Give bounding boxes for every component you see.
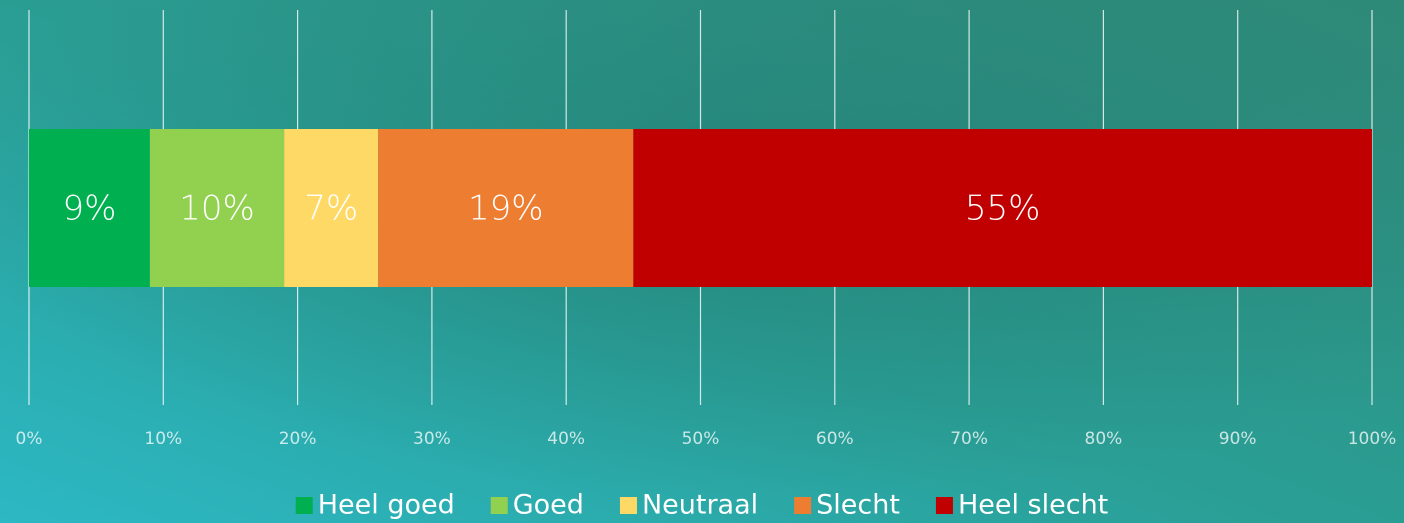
x-tick-label: 0% bbox=[16, 429, 43, 449]
x-tick-label: 50% bbox=[682, 429, 720, 449]
legend-label: Heel goed bbox=[318, 490, 455, 521]
x-tick-label: 30% bbox=[413, 429, 451, 449]
x-tick-label: 100% bbox=[1348, 429, 1397, 449]
data-label: 55% bbox=[965, 189, 1041, 229]
x-tick-label: 70% bbox=[950, 429, 988, 449]
data-label: 19% bbox=[468, 189, 544, 229]
legend-label: Heel slecht bbox=[958, 490, 1108, 521]
legend-label: Goed bbox=[513, 490, 584, 521]
chart: 0% 10% 20% 30% 40% 50% 60% 70% 80% 90% 100% 9% 10% 7%… bbox=[0, 0, 1404, 523]
legend-swatch bbox=[936, 497, 953, 514]
legend-label: Slecht bbox=[816, 490, 900, 521]
data-label: 10% bbox=[179, 189, 255, 229]
legend-swatch bbox=[620, 497, 637, 514]
legend-label: Neutraal bbox=[642, 490, 758, 521]
x-tick-label: 90% bbox=[1219, 429, 1257, 449]
data-label: 9% bbox=[62, 189, 116, 229]
legend-swatch bbox=[794, 497, 811, 514]
x-tick-label: 80% bbox=[1085, 429, 1123, 449]
x-tick-label: 20% bbox=[279, 429, 317, 449]
legend-swatch bbox=[491, 497, 508, 514]
legend-swatch bbox=[296, 497, 313, 514]
data-label: 7% bbox=[304, 189, 358, 229]
x-tick-label: 40% bbox=[547, 429, 585, 449]
page: 0% 10% 20% 30% 40% 50% 60% 70% 80% 90% 100% 9% 10% 7%… bbox=[0, 0, 1404, 523]
x-tick-label: 60% bbox=[816, 429, 854, 449]
x-tick-label: 10% bbox=[144, 429, 182, 449]
